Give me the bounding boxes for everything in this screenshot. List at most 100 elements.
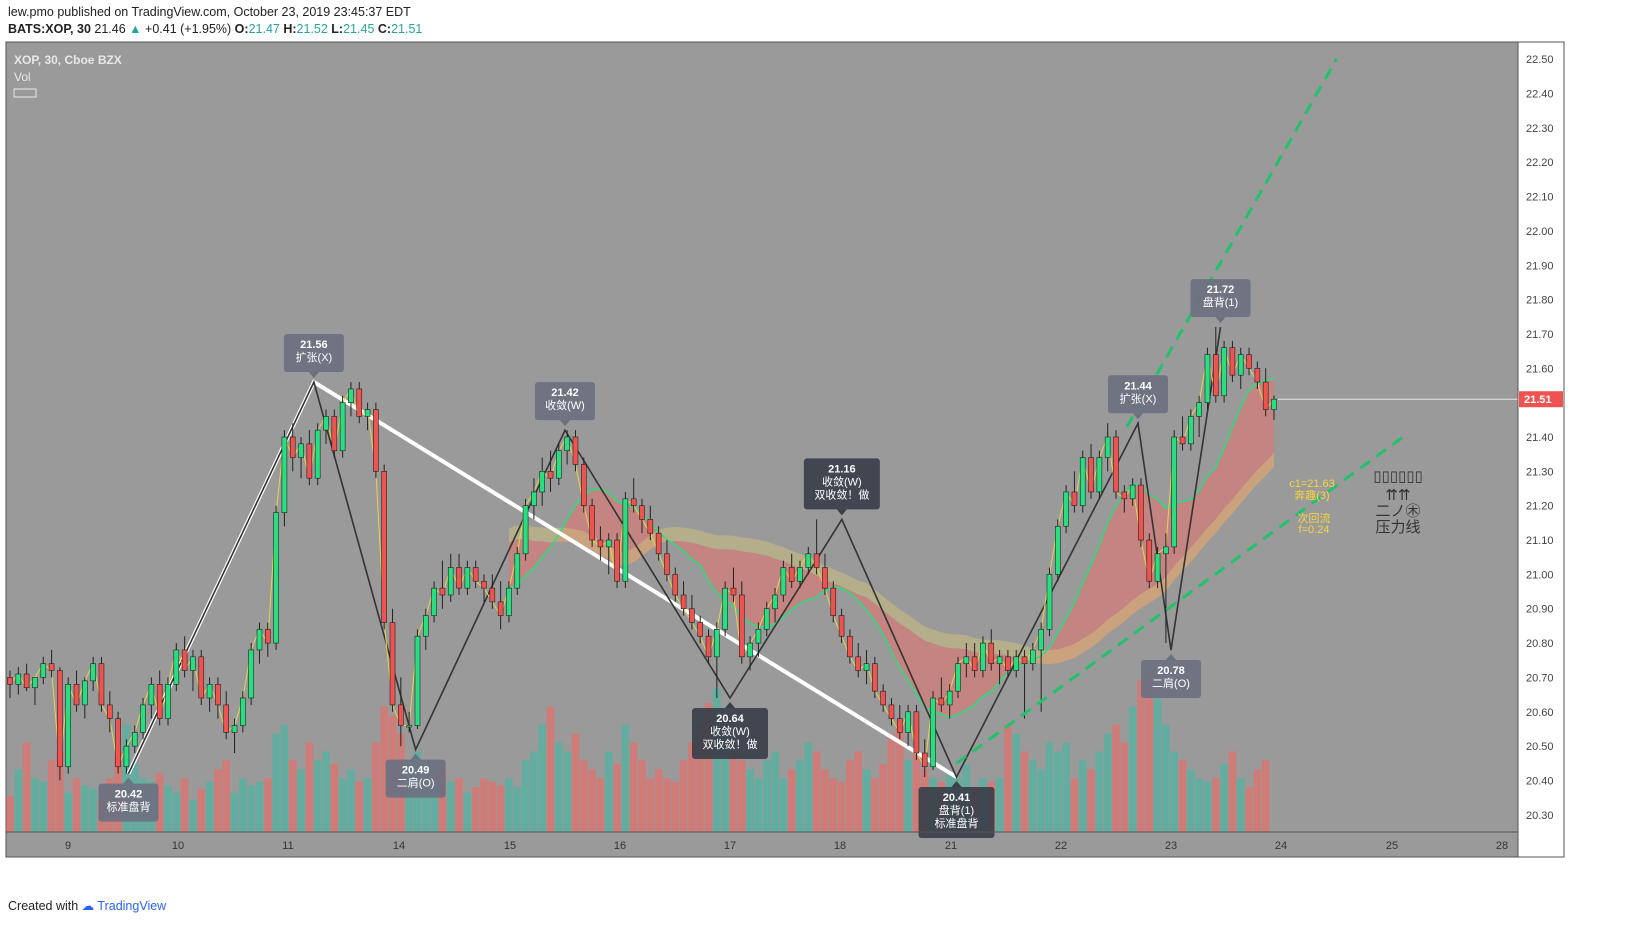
x-tick-label: 18 xyxy=(834,840,846,852)
volume-bar xyxy=(812,751,821,832)
y-tick-label: 22.40 xyxy=(1526,89,1554,101)
candle-body xyxy=(331,416,338,452)
candle-body xyxy=(256,629,263,651)
volume-bar xyxy=(638,760,646,832)
volume-bar xyxy=(463,792,472,832)
y-tick-label: 20.90 xyxy=(1526,604,1554,616)
candle-body xyxy=(863,663,870,671)
volume-bar xyxy=(787,769,796,832)
volume-bar xyxy=(1062,742,1070,832)
candle-body xyxy=(556,450,562,479)
volume-bar xyxy=(222,760,230,832)
volume-bar xyxy=(1195,778,1203,832)
annotation-pointer xyxy=(1133,413,1143,420)
volume-bar xyxy=(762,760,771,832)
volume-bar xyxy=(1095,751,1104,832)
volume-bar xyxy=(1087,769,1095,832)
candle-body xyxy=(722,587,728,630)
volume-bar xyxy=(654,769,663,832)
trend-lines xyxy=(955,58,1518,765)
candle-body xyxy=(589,505,595,541)
candle-body xyxy=(206,684,213,699)
volume-bar xyxy=(22,742,31,832)
y-tick-label: 22.30 xyxy=(1526,123,1554,135)
candle-body xyxy=(1188,416,1194,445)
candle-body xyxy=(364,409,371,417)
candle-body xyxy=(1088,457,1094,493)
volume-bar xyxy=(646,778,655,832)
legend-collapse-icon[interactable] xyxy=(13,88,37,98)
tradingview-brand[interactable]: TradingView xyxy=(97,899,167,913)
volume-bar xyxy=(1245,787,1253,832)
candle-body xyxy=(963,656,970,664)
legend-series[interactable]: XOP, 30, Cboe BZX xyxy=(14,53,122,67)
candle-body xyxy=(1063,491,1069,527)
candle-body xyxy=(7,677,13,685)
annotation-pointer xyxy=(560,420,570,427)
author-link[interactable]: lew.pmo xyxy=(8,5,54,19)
volume-bar xyxy=(230,792,239,832)
candle-body xyxy=(181,649,188,671)
volume-bars xyxy=(6,670,1270,832)
volume-bar xyxy=(14,769,23,832)
candle-body xyxy=(1154,553,1161,582)
volume-bar xyxy=(438,769,447,832)
candle-body xyxy=(946,690,953,706)
y-tick-label: 21.20 xyxy=(1526,501,1554,513)
legend-volume[interactable]: Vol xyxy=(14,70,31,84)
volume-bar xyxy=(871,778,879,832)
volume-bar xyxy=(713,688,721,832)
volume-bar xyxy=(264,778,272,832)
candle-body xyxy=(855,656,862,671)
candle-body xyxy=(913,711,920,754)
volume-bar xyxy=(779,778,788,832)
annotations: 20.42标准盘背21.56扩张(X)20.49二肩(O)21.42收敛(W)2… xyxy=(98,279,1423,839)
candle-body xyxy=(431,587,437,616)
volume-bar xyxy=(214,769,222,832)
volume-bar xyxy=(1128,706,1137,832)
volume-bar xyxy=(47,760,56,832)
volume-bar xyxy=(1103,733,1112,832)
candle-body xyxy=(639,505,645,520)
volume-bar xyxy=(1145,670,1154,832)
annotation-price: 21.56 xyxy=(300,339,328,351)
annotation-pointer xyxy=(123,777,134,784)
candle-body xyxy=(996,656,1003,664)
candle-body xyxy=(82,680,88,706)
y-tick-label: 20.40 xyxy=(1526,775,1554,787)
volume-bar xyxy=(72,778,81,832)
volume-bar xyxy=(39,781,48,832)
tradingview-logo-icon[interactable]: ☁ xyxy=(81,899,95,913)
volume-bar xyxy=(172,792,181,832)
candle-body xyxy=(664,553,670,575)
annotation-box xyxy=(1141,659,1201,698)
candle-body xyxy=(772,594,778,610)
volume-bar xyxy=(1120,742,1129,832)
candle-body xyxy=(738,594,745,658)
candle-body xyxy=(140,704,146,733)
annotation-label: 标准盘背 xyxy=(107,800,151,814)
volume-bar xyxy=(1170,751,1178,832)
publish-line: lew.pmo published on TradingView.com, Oc… xyxy=(8,4,422,21)
candle-body xyxy=(547,471,554,479)
up-arrow-icon: ▲ xyxy=(129,22,142,36)
candle-body xyxy=(373,409,379,472)
volume-bar xyxy=(671,781,680,832)
annotation-label: 扩张(X) xyxy=(296,350,333,364)
candle-body xyxy=(190,656,196,671)
candle-body xyxy=(1030,649,1036,664)
annotation-price: 20.41 xyxy=(943,792,971,804)
volume-bar xyxy=(538,724,546,832)
candle-body xyxy=(148,684,155,706)
candle-body xyxy=(439,587,446,596)
annotation-label: 二肩(O) xyxy=(397,776,435,790)
candle-body xyxy=(248,649,254,699)
y-tick-label: 21.00 xyxy=(1526,569,1554,581)
candle-body xyxy=(472,567,479,582)
candle-body xyxy=(273,512,279,644)
candle-body xyxy=(763,608,770,630)
candle-body xyxy=(57,670,63,768)
volume-bar xyxy=(1054,751,1062,832)
